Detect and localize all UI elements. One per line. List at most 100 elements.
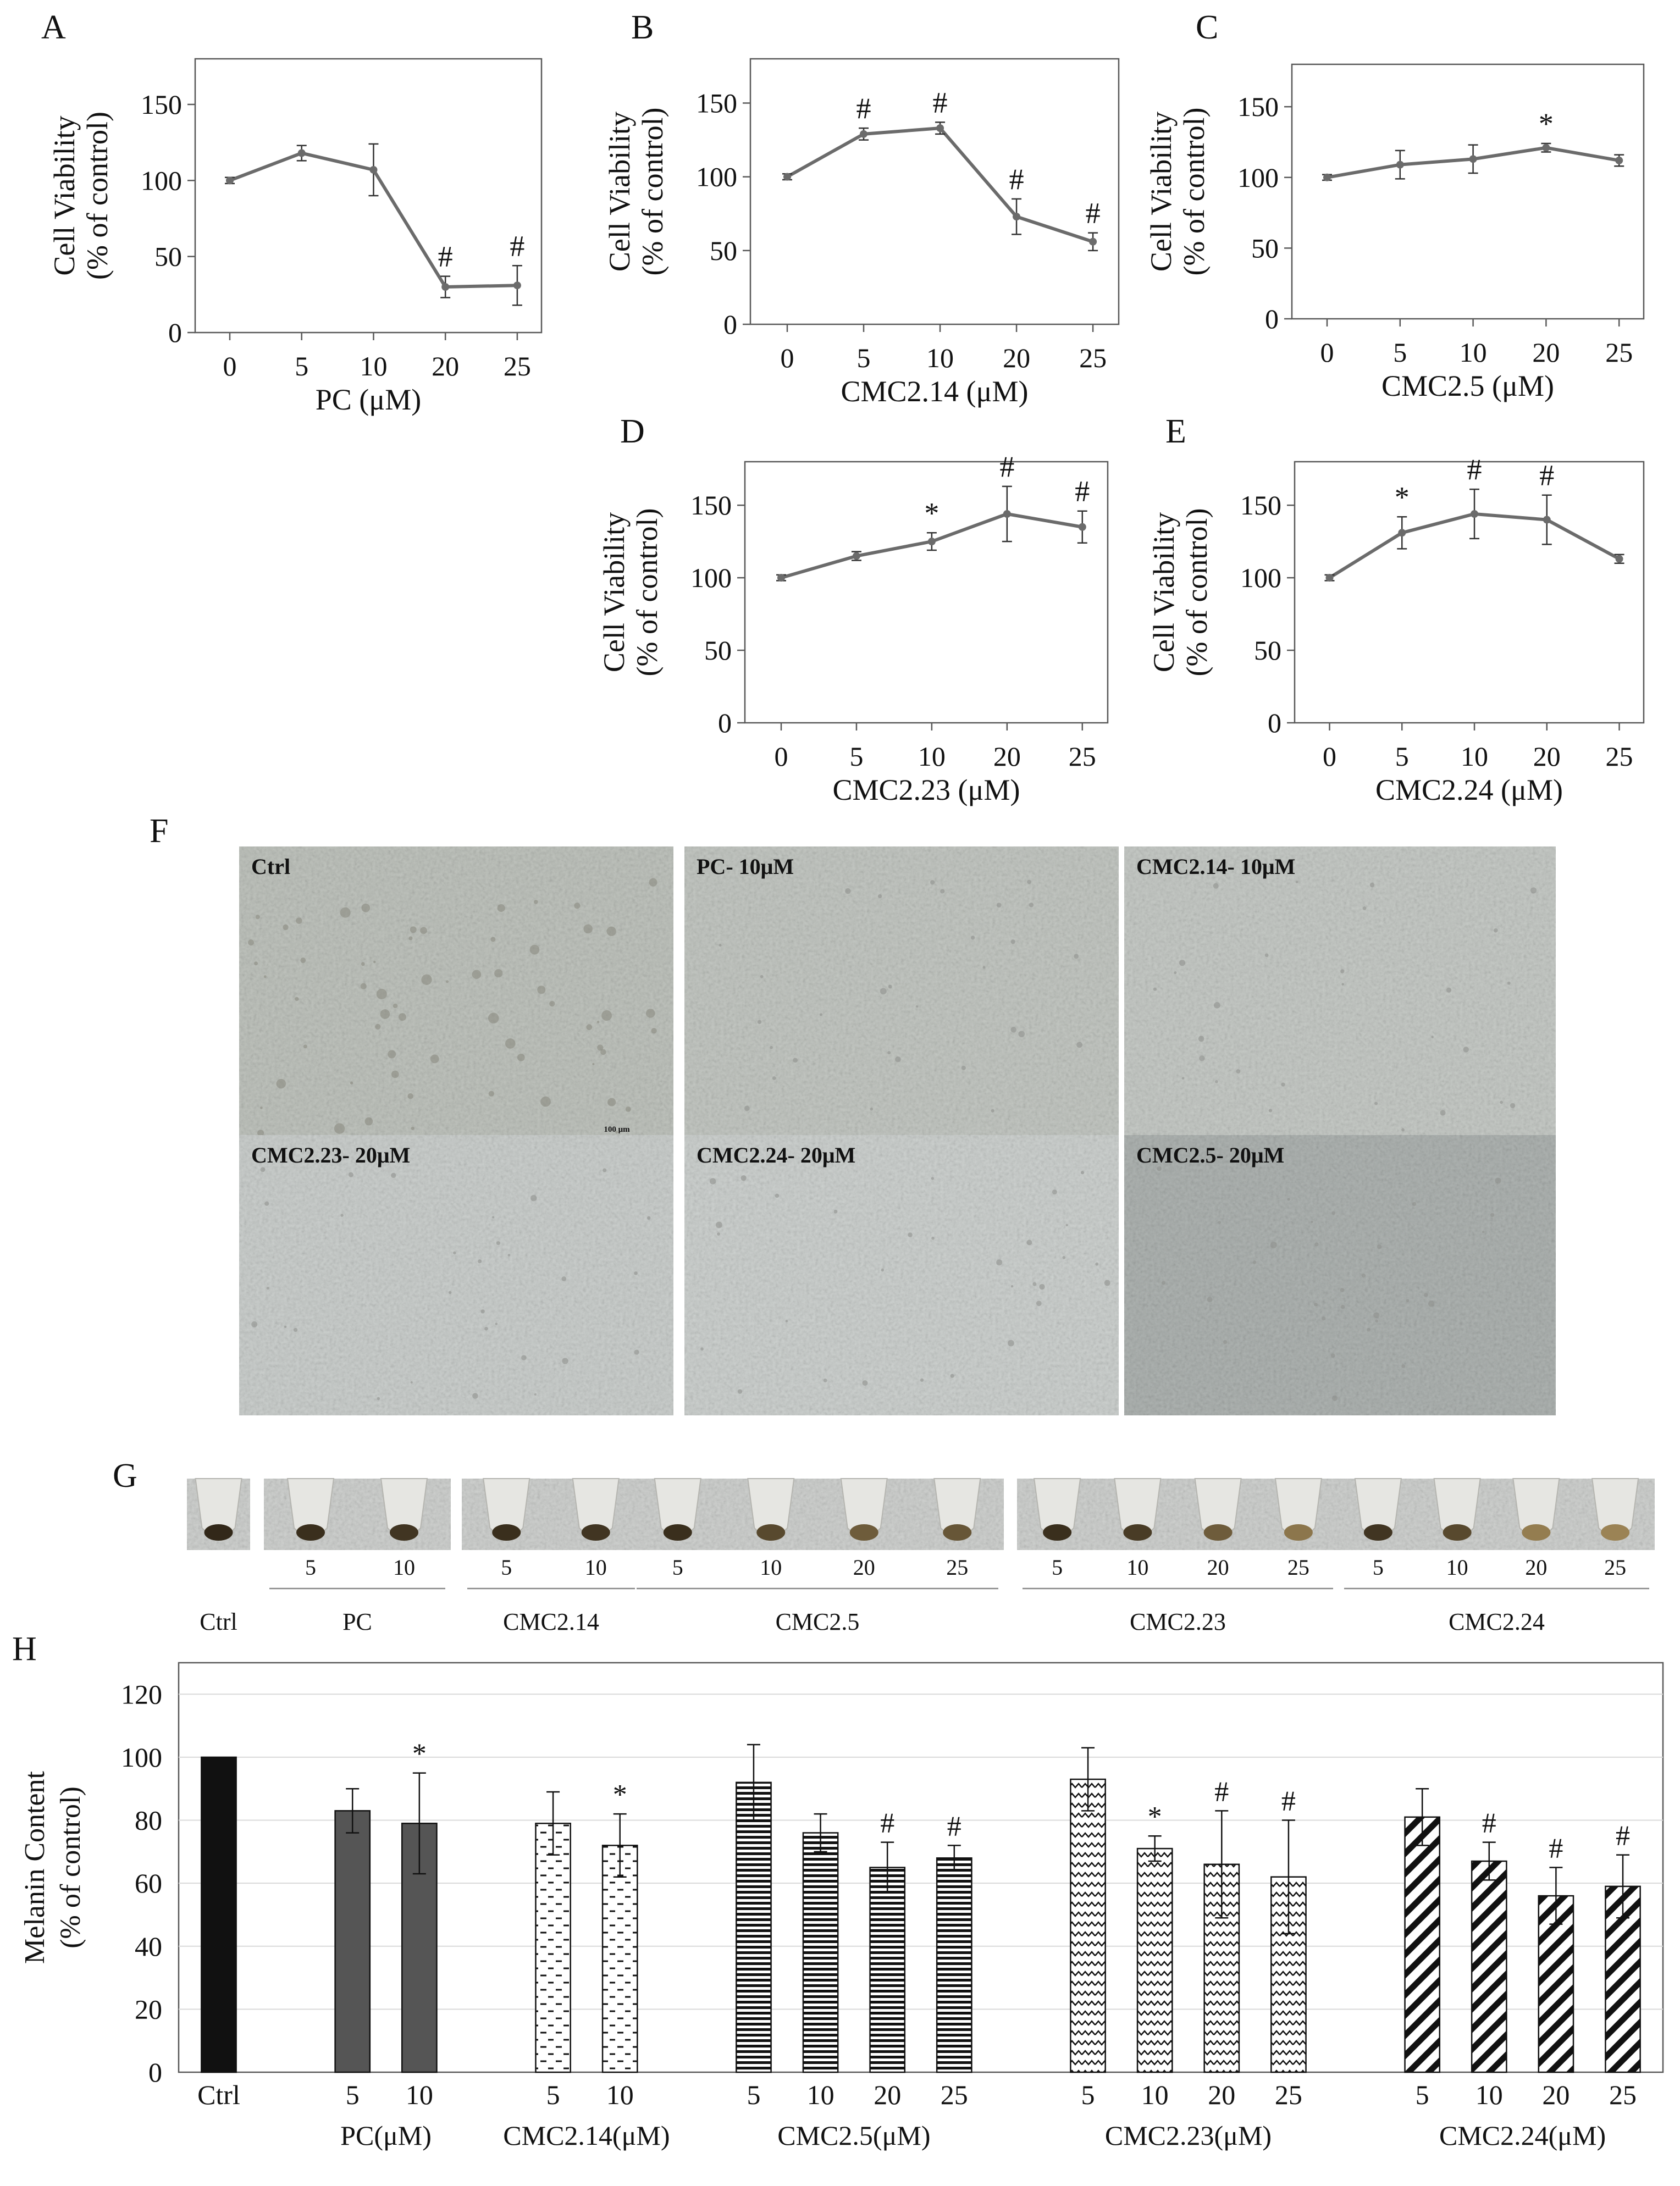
cell-speck	[931, 1177, 934, 1180]
cell-speck	[634, 1349, 639, 1355]
tube-concentration-label: 10	[585, 1555, 607, 1580]
cell-speck	[862, 1380, 868, 1386]
panel-letter: D	[620, 413, 645, 450]
tube-concentration-label: 5	[1373, 1555, 1384, 1580]
cell-speck	[709, 1178, 716, 1185]
cell-speck	[492, 1216, 495, 1219]
cell-speck	[375, 1023, 381, 1030]
cell-speck	[276, 1078, 286, 1089]
significance-mark: #	[1616, 1820, 1630, 1852]
cell-speck	[574, 903, 581, 909]
bar	[736, 1781, 772, 2073]
cell-speck	[410, 1381, 413, 1384]
x-tick-label: 10	[1460, 337, 1487, 368]
significance-mark: *	[412, 1739, 427, 1770]
cell-speck	[521, 1355, 527, 1360]
cell-speck	[1331, 1211, 1336, 1215]
cell-speck	[480, 1309, 485, 1314]
cell-speck	[1010, 939, 1015, 944]
melanin-pellet	[1284, 1524, 1313, 1541]
panel-d-chart: D 0 50 100 150 0 5 10 20 25 * # # CMC2.23 (μM) Cell Vi…	[598, 413, 1109, 806]
cell-speck	[970, 936, 975, 940]
cell-speck	[1010, 1285, 1014, 1288]
x-tick-label: 10	[1141, 2079, 1169, 2110]
cell-speck	[1361, 1273, 1366, 1278]
cell-speck	[497, 904, 505, 912]
tube-concentration-label: 5	[672, 1555, 683, 1580]
cell-speck	[1428, 1300, 1435, 1307]
cell-speck	[284, 1325, 287, 1329]
x-group-label: CMC2.5(μM)	[777, 2120, 930, 2151]
x-tick-label: 0	[223, 351, 237, 381]
micrograph-tile: CMC2.5- 20μM	[1124, 1135, 1556, 1415]
melanin-pellet	[756, 1524, 786, 1541]
melanin-pellet	[581, 1524, 610, 1541]
tube-group: 5 10 20 25 CMC2.5	[631, 1478, 1004, 1635]
cell-speck	[1268, 1109, 1273, 1113]
panel-letter: B	[631, 9, 654, 46]
cell-speck	[1340, 969, 1345, 973]
data-point	[777, 574, 785, 582]
cell-speck	[562, 1358, 568, 1364]
panel-letter: H	[12, 1630, 37, 1668]
cell-speck	[260, 1167, 266, 1172]
y-tick-label: 150	[141, 89, 182, 120]
cell-speck	[793, 1058, 798, 1063]
series-line	[786, 126, 1094, 243]
micrograph-tile: CMC2.14- 10μM	[1124, 846, 1556, 1165]
y-tick-label: 40	[135, 1931, 162, 1962]
cell-speck	[388, 1050, 396, 1059]
cell-speck	[410, 926, 417, 933]
cell-speck	[472, 1393, 478, 1399]
micrograph-label: PC- 10μM	[697, 854, 794, 879]
x-tick-label: 5	[849, 741, 863, 772]
cell-speck	[1270, 1242, 1277, 1248]
x-tick-label: 25	[504, 351, 531, 381]
tube-group: 5 10 20 25 CMC2.24	[1339, 1478, 1655, 1635]
cell-speck	[1029, 903, 1034, 907]
tube-concentration-label: 5	[501, 1555, 512, 1580]
cell-speck	[740, 1175, 747, 1181]
x-axis-title: CMC2.5 (μM)	[1381, 369, 1554, 402]
cell-speck	[266, 1287, 269, 1290]
cell-speck	[1362, 906, 1367, 910]
y-tick-label: 150	[696, 88, 737, 119]
plot-frame	[1291, 63, 1645, 320]
micrograph-tile: CMC2.23- 20μM	[239, 1135, 673, 1415]
cell-speck	[775, 1193, 780, 1198]
cell-speck	[651, 1028, 657, 1034]
melanin-pellet	[1363, 1524, 1392, 1541]
x-tick-label: 20	[1532, 337, 1560, 368]
y-tick-label: 120	[121, 1679, 162, 1709]
cell-speck	[411, 1126, 415, 1130]
micrograph-label: CMC2.23- 20μM	[251, 1143, 410, 1167]
cell-speck	[296, 917, 302, 924]
cell-speck	[260, 1106, 263, 1109]
y-tick-label: 20	[135, 1994, 162, 2024]
cell-speck	[251, 1321, 258, 1327]
panel-c-chart: C 0 50 100 150 0 5 10 20 25 * CMC2.5 (μM) Cell Viabi…	[1145, 9, 1645, 402]
significance-mark: #	[1482, 1808, 1496, 1839]
panel-letter: C	[1196, 9, 1218, 46]
cell-speck	[770, 1045, 773, 1049]
cell-speck	[1052, 1189, 1057, 1195]
cell-speck	[600, 1049, 606, 1055]
data-point	[226, 176, 234, 185]
cell-speck	[1207, 1297, 1213, 1303]
x-tick-label: 20	[1533, 741, 1561, 772]
cell-speck	[930, 880, 935, 885]
cell-speck	[529, 944, 540, 955]
cell-speck	[1314, 1303, 1318, 1307]
y-tick-label: 100	[690, 562, 732, 593]
micrograph-tile: Ctrl 100 μm	[239, 846, 673, 1165]
x-tick-label: 5	[1395, 741, 1409, 772]
cell-speck	[1104, 1280, 1110, 1286]
cell-speck	[293, 1327, 298, 1332]
cell-speck	[1314, 1242, 1319, 1247]
cell-speck	[737, 1389, 743, 1394]
y-tick-label: 150	[690, 490, 732, 521]
x-tick-label: Ctrl	[197, 2079, 240, 2110]
cell-speck	[549, 1000, 555, 1007]
significance-mark: #	[933, 86, 948, 119]
cell-speck	[649, 878, 657, 887]
